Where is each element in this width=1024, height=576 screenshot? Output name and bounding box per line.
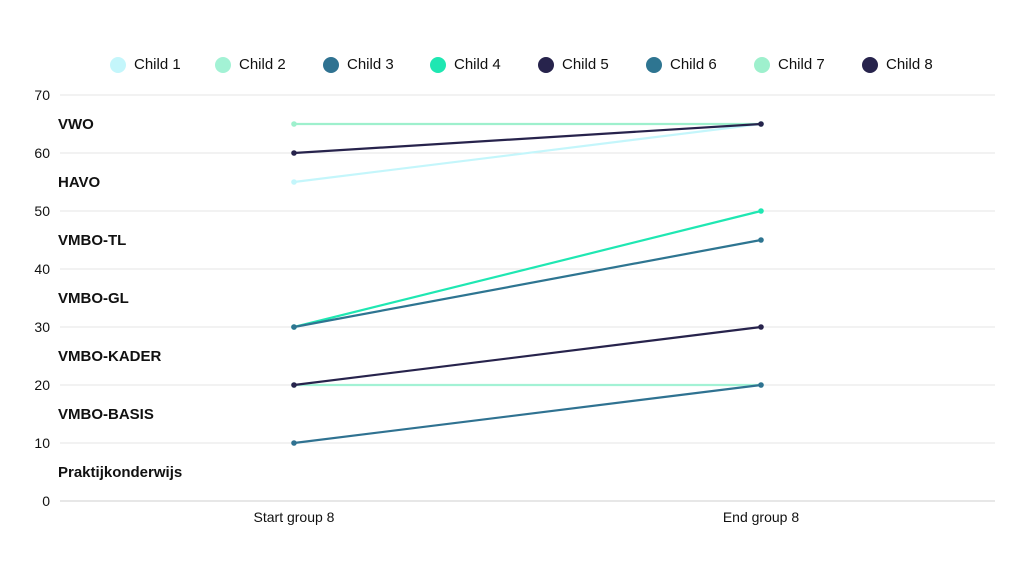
legend-label: Child 3 [347, 56, 394, 73]
legend-item: Child 2 [215, 56, 286, 73]
y-tick-label: 70 [34, 87, 50, 103]
legend-item: Child 7 [754, 56, 825, 73]
data-point-child-6 [291, 324, 297, 330]
data-point-child-6 [758, 237, 764, 243]
data-point-child-8 [758, 121, 764, 127]
y-tick-label: 10 [34, 435, 50, 451]
data-point-child-4 [758, 208, 764, 214]
legend-swatch [862, 56, 878, 73]
y-tick-label: 40 [34, 261, 50, 277]
y-tick-label: 0 [42, 493, 50, 509]
legend-item: Child 5 [538, 56, 609, 73]
legend-swatch [323, 56, 339, 73]
legend-swatch [538, 56, 554, 73]
legend-swatch [430, 56, 446, 73]
data-point-child-3 [758, 382, 764, 388]
level-label: VMBO-GL [58, 290, 129, 307]
legend-item: Child 4 [430, 56, 501, 73]
series-line-child-8 [292, 122, 763, 155]
legend-label: Child 2 [239, 56, 286, 73]
data-point-child-3 [291, 440, 297, 446]
level-label: VMBO-BASIS [58, 406, 154, 423]
legend-item: Child 1 [110, 56, 181, 73]
level-label: Praktijkonderwijs [58, 464, 183, 481]
legend-item: Child 6 [646, 56, 717, 73]
legend-label: Child 5 [562, 56, 609, 73]
y-tick-label: 20 [34, 377, 50, 393]
data-point-child-1 [291, 179, 297, 185]
series-line-child-1 [292, 122, 763, 184]
level-label: VMBO-TL [58, 232, 127, 249]
level-label: VMBO-KADER [58, 348, 162, 365]
legend-label: Child 1 [134, 56, 181, 73]
legend-label: Child 8 [886, 56, 933, 73]
legend-swatch [754, 56, 770, 73]
data-point-child-7 [291, 121, 297, 127]
level-label: HAVO [58, 174, 101, 191]
x-tick-label: Start group 8 [254, 509, 335, 525]
legend-swatch [110, 56, 126, 73]
series-line-child-5 [292, 325, 763, 387]
y-tick-label: 30 [34, 319, 50, 335]
y-tick-label: 60 [34, 145, 50, 161]
legend-label: Child 6 [670, 56, 717, 73]
legend-label: Child 4 [454, 56, 501, 73]
y-tick-label: 50 [34, 203, 50, 219]
series-line-child-4 [292, 209, 763, 329]
x-tick-label: End group 8 [723, 509, 799, 525]
legend-item: Child 8 [862, 56, 933, 73]
legend-swatch [215, 56, 231, 73]
legend-item: Child 3 [323, 56, 394, 73]
data-point-child-5 [291, 382, 297, 388]
legend-swatch [646, 56, 662, 73]
chart-legend: Child 1 Child 2 Child 3 Child 4 Child 5 Child… [0, 56, 1024, 78]
data-point-child-5 [758, 324, 764, 330]
legend-label: Child 7 [778, 56, 825, 73]
series-line-child-6 [292, 238, 763, 329]
data-point-child-8 [291, 150, 297, 156]
level-label: VWO [58, 116, 94, 133]
series-line-child-3 [292, 383, 763, 445]
